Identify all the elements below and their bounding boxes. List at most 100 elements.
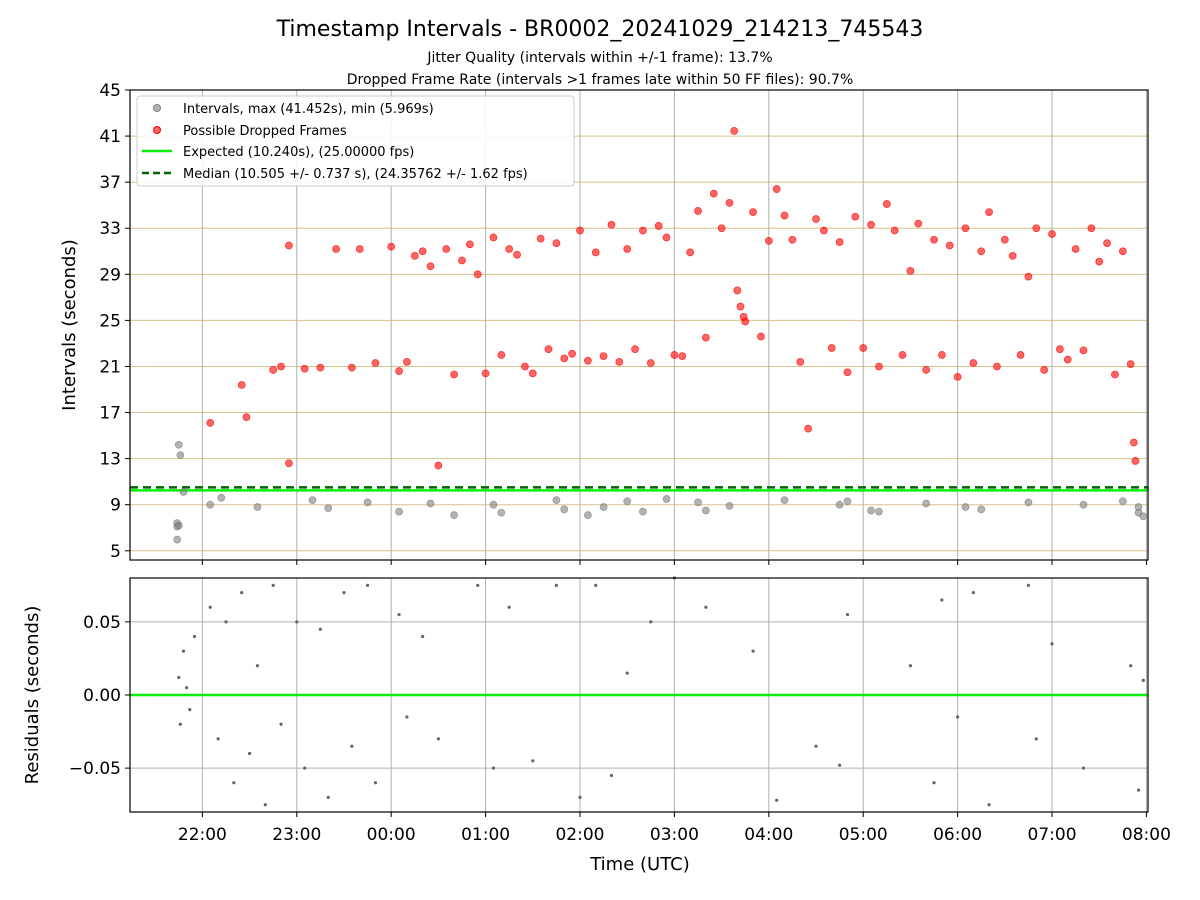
- bottom-point-10: [240, 591, 244, 595]
- bottom-point-48: [956, 715, 960, 719]
- bottom-point-19: [326, 795, 330, 799]
- top-point-s0-24: [662, 495, 671, 503]
- bottom-point-45: [908, 664, 913, 668]
- top-point-s0-37: [1079, 500, 1088, 509]
- bottom-point-5: [192, 634, 197, 639]
- top-point-s0-7: [206, 500, 215, 509]
- top-point-s0-40: [1134, 503, 1143, 511]
- top-point-s1-40: [599, 352, 608, 361]
- top-point-s1-74: [843, 368, 852, 377]
- top-point-s1-83: [914, 219, 923, 228]
- legend-marker-intervals: [153, 104, 161, 112]
- top-point-s1-51: [686, 248, 695, 257]
- x-ticks: 22:00 23:00 00:00 01:00 02:00 03:00 04:00 05:00…: [178, 560, 1171, 845]
- top-point-s1-54: [709, 189, 718, 198]
- top-point-s0-13: [395, 507, 403, 516]
- top-point-s1-48: [662, 233, 671, 242]
- xtick-label-1: 23:00: [272, 825, 321, 845]
- top-point-s1-12: [371, 359, 380, 367]
- top-point-s1-47: [654, 222, 663, 230]
- bottom-point-52: [1034, 737, 1038, 741]
- top-point-s1-23: [465, 240, 474, 249]
- top-point-s1-17: [418, 247, 427, 256]
- top-point-s1-109: [1118, 247, 1127, 256]
- x-axis-label: Time (UTC): [589, 854, 690, 875]
- top-point-s1-111: [1129, 438, 1138, 447]
- xtick-label-6: 04:00: [744, 825, 793, 845]
- top-point-s1-92: [985, 208, 993, 217]
- top-point-s1-107: [1103, 239, 1111, 248]
- top-point-s1-99: [1040, 366, 1049, 374]
- top-point-s1-4: [277, 362, 285, 371]
- legend: Intervals, max (41.452s), min (5.969s) P…: [136, 95, 575, 187]
- top-point-s0-41: [1139, 512, 1148, 521]
- top-point-s1-25: [481, 369, 490, 378]
- bottom-point-4: [188, 708, 192, 712]
- top-ytick-label-3: 17: [99, 404, 121, 424]
- xtick-label-4: 02:00: [555, 825, 604, 845]
- top-point-s1-68: [796, 357, 805, 366]
- top-point-s0-6: [179, 488, 188, 496]
- bottom-point-33: [578, 795, 582, 799]
- top-y-axis-label: Intervals (seconds): [59, 239, 80, 411]
- top-point-s1-75: [851, 212, 860, 221]
- bottom-point-22: [365, 583, 370, 587]
- top-point-s1-13: [387, 242, 396, 251]
- bottom-y-axis-label: Residuals (seconds): [22, 606, 43, 785]
- bottom-point-17: [303, 766, 307, 770]
- top-point-s1-89: [961, 224, 970, 233]
- bottom-point-15: [279, 722, 283, 726]
- top-point-s1-97: [1024, 272, 1033, 281]
- top-point-s1-91: [977, 247, 986, 256]
- bottom-point-44: [845, 612, 850, 617]
- top-point-s0-35: [977, 505, 986, 514]
- bottom-point-42: [814, 744, 818, 748]
- top-point-s1-84: [922, 366, 931, 374]
- xtick-label-2: 00:00: [367, 825, 416, 845]
- top-point-s1-55: [717, 224, 726, 233]
- top-point-s1-24: [473, 270, 482, 279]
- bottom-point-34: [594, 583, 598, 587]
- legend-box: [136, 95, 575, 187]
- top-point-s0-0: [174, 440, 183, 449]
- top-point-s0-34: [961, 503, 970, 511]
- top-point-s1-81: [898, 351, 907, 359]
- top-point-s0-27: [725, 501, 734, 510]
- top-point-s1-10: [347, 363, 356, 372]
- top-point-s1-103: [1071, 245, 1080, 253]
- top-point-s1-61: [741, 317, 750, 326]
- bottom-ytick-label-0: −0.05: [69, 759, 121, 779]
- top-point-s1-9: [332, 245, 341, 253]
- top-point-s0-29: [835, 500, 844, 509]
- bottom-point-39: [704, 605, 708, 609]
- xtick-label-7: 05:00: [839, 825, 888, 845]
- top-point-s1-34: [552, 239, 561, 248]
- bottom-point-9: [232, 781, 236, 785]
- top-point-s0-33: [922, 499, 931, 508]
- top-ytick-label-2: 13: [99, 450, 121, 470]
- top-point-s0-4: [173, 522, 182, 531]
- bottom-point-21: [350, 744, 354, 748]
- top-point-s0-18: [552, 496, 561, 504]
- top-point-s1-33: [544, 345, 553, 354]
- top-point-s0-28: [780, 496, 789, 504]
- bottom-point-7: [216, 737, 220, 741]
- top-point-s0-22: [623, 497, 632, 506]
- bottom-point-35: [609, 773, 614, 778]
- top-point-s0-10: [308, 496, 317, 504]
- top-ytick-label-10: 45: [99, 81, 121, 101]
- top-point-s0-15: [450, 511, 459, 519]
- top-point-s1-100: [1048, 230, 1056, 238]
- top-point-s0-25: [694, 498, 702, 507]
- top-point-s0-16: [489, 500, 498, 509]
- bottom-point-18: [318, 627, 322, 631]
- top-point-s1-110: [1126, 360, 1135, 369]
- top-ytick-label-8: 37: [99, 173, 121, 193]
- top-point-s1-102: [1063, 355, 1072, 364]
- top-point-s1-112: [1131, 457, 1140, 465]
- top-point-s1-53: [701, 333, 710, 342]
- top-point-s1-59: [736, 302, 745, 311]
- top-point-s1-26: [489, 233, 498, 242]
- top-ytick-label-7: 33: [99, 219, 121, 239]
- top-point-s1-63: [757, 332, 765, 341]
